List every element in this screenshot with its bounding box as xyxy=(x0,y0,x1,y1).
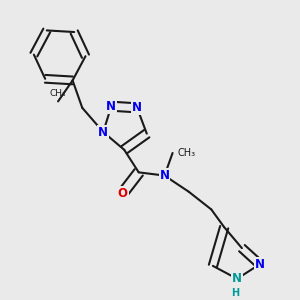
Text: N: N xyxy=(255,258,265,271)
Text: N: N xyxy=(232,272,242,285)
Text: N: N xyxy=(160,169,170,182)
Text: N: N xyxy=(132,101,142,114)
Text: N: N xyxy=(106,100,116,113)
Text: O: O xyxy=(118,187,128,200)
Text: H: H xyxy=(231,288,239,298)
Text: CH₃: CH₃ xyxy=(177,148,196,158)
Text: N: N xyxy=(98,125,108,139)
Text: CH₃: CH₃ xyxy=(50,89,66,98)
